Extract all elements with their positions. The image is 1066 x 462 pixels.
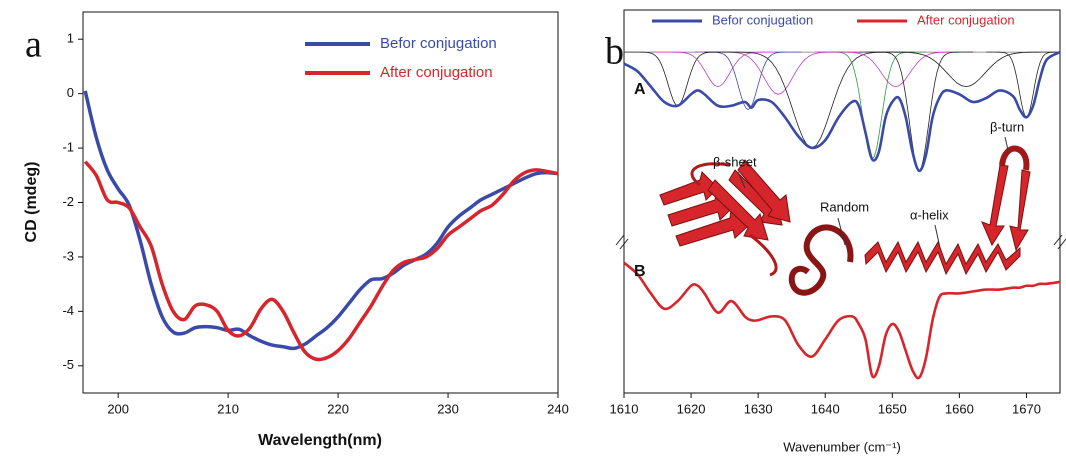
x-tick-label: 1620 — [677, 401, 706, 416]
beta-sheet-cartoon — [659, 159, 791, 277]
y-tick-label: 0 — [67, 85, 74, 100]
leader-line — [837, 217, 846, 246]
annotation: α-helix — [910, 207, 949, 222]
y-tick-label: 1 — [67, 31, 74, 46]
series-line — [623, 261, 1061, 380]
component-peak — [865, 51, 973, 172]
y-axis-label: CD (mdeg) — [23, 162, 40, 243]
component-peak — [815, 51, 977, 88]
plot-frame — [623, 9, 1061, 394]
panel-label: b — [605, 31, 624, 73]
x-tick-label: 220 — [327, 401, 349, 416]
component-peak — [986, 51, 1060, 118]
leader-lines — [737, 136, 1009, 249]
panel-label: a — [25, 24, 42, 66]
annotation: Random — [820, 199, 869, 214]
protein-cartoons — [659, 145, 1031, 296]
x-tick-label: 1640 — [811, 401, 840, 416]
x-axis-label: Wavenumber (cm⁻¹) — [783, 439, 901, 454]
break-mark — [1053, 234, 1063, 246]
y-tick-label: -1 — [62, 140, 74, 155]
leader-line — [737, 171, 746, 189]
leader-line — [934, 224, 941, 249]
x-tick-label: 1630 — [744, 401, 773, 416]
curve-tag: A — [634, 81, 646, 98]
x-tick-label: 240 — [547, 401, 569, 416]
random-coil-cartoon — [788, 224, 854, 296]
break-mark — [1057, 238, 1066, 250]
x-tick-label: 230 — [437, 401, 459, 416]
y-tick-label: -4 — [62, 303, 74, 318]
y-tick-label: -2 — [62, 194, 74, 209]
x-tick-label: 200 — [107, 401, 129, 416]
x-tick-label: 1650 — [878, 401, 907, 416]
x-tick-label: 1670 — [1012, 401, 1041, 416]
curve-tag: B — [634, 263, 646, 280]
legend-label: After conjugation — [380, 64, 493, 81]
leader-line — [1004, 136, 1009, 151]
break-mark — [615, 234, 625, 246]
x-tick-label: 210 — [217, 401, 239, 416]
component-peak — [650, 51, 783, 88]
legend-label: Befor conjugation — [712, 12, 813, 27]
x-tick-label: 1660 — [945, 401, 974, 416]
y-tick-label: -3 — [62, 248, 74, 263]
legend-label: After conjugation — [917, 12, 1015, 27]
legend-label: Befor conjugation — [380, 35, 497, 52]
alpha-helix-cartoon — [864, 240, 1021, 276]
annotation: β-sheet — [713, 154, 757, 169]
series-line — [83, 90, 559, 351]
y-tick-label: -5 — [62, 357, 74, 372]
component-peak — [858, 51, 1056, 88]
beta-turn-cartoon — [981, 145, 1031, 252]
series-line — [623, 50, 1061, 173]
series-line — [83, 160, 559, 362]
x-axis-label: Wavelength(nm) — [258, 432, 382, 449]
x-tick-label: 1610 — [610, 401, 639, 416]
annotation: β-turn — [990, 119, 1024, 134]
